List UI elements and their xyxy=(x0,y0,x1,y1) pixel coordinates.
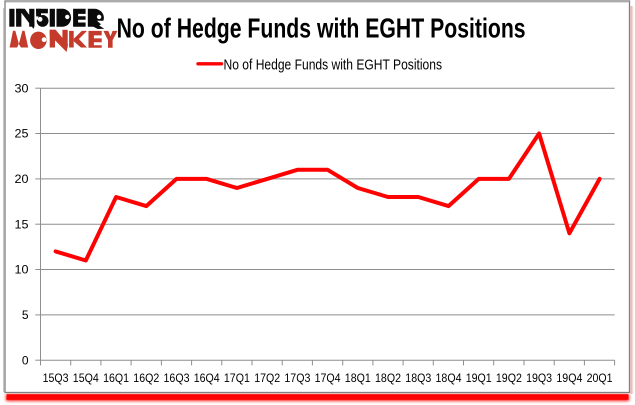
svg-text:15Q4: 15Q4 xyxy=(73,371,99,385)
svg-text:5: 5 xyxy=(22,308,29,322)
svg-text:15Q3: 15Q3 xyxy=(43,371,69,385)
svg-text:No of Hedge Funds with EGHT Po: No of Hedge Funds with EGHT Positions xyxy=(224,57,443,73)
svg-text:19Q1: 19Q1 xyxy=(466,371,492,385)
svg-text:18Q2: 18Q2 xyxy=(375,371,401,385)
svg-text:18Q1: 18Q1 xyxy=(345,371,371,385)
svg-text:16Q3: 16Q3 xyxy=(164,371,190,385)
svg-text:20Q1: 20Q1 xyxy=(587,371,613,385)
svg-text:No of Hedge Funds with EGHT Po: No of Hedge Funds with EGHT Positions xyxy=(117,13,526,44)
svg-text:17Q3: 17Q3 xyxy=(284,371,310,385)
svg-text:16Q4: 16Q4 xyxy=(194,371,220,385)
svg-text:25: 25 xyxy=(15,127,29,141)
svg-text:15: 15 xyxy=(15,217,29,231)
svg-text:19Q4: 19Q4 xyxy=(556,371,582,385)
svg-text:19Q3: 19Q3 xyxy=(526,371,552,385)
svg-text:10: 10 xyxy=(15,263,29,277)
svg-text:17Q4: 17Q4 xyxy=(315,371,341,385)
svg-text:19Q2: 19Q2 xyxy=(496,371,522,385)
svg-text:18Q3: 18Q3 xyxy=(405,371,431,385)
svg-text:0: 0 xyxy=(22,353,29,367)
svg-text:16Q2: 16Q2 xyxy=(133,371,159,385)
svg-text:20: 20 xyxy=(15,172,29,186)
svg-text:18Q4: 18Q4 xyxy=(436,371,462,385)
svg-text:17Q1: 17Q1 xyxy=(224,371,250,385)
svg-text:17Q2: 17Q2 xyxy=(254,371,280,385)
svg-text:16Q1: 16Q1 xyxy=(103,371,129,385)
svg-text:30: 30 xyxy=(15,81,29,95)
